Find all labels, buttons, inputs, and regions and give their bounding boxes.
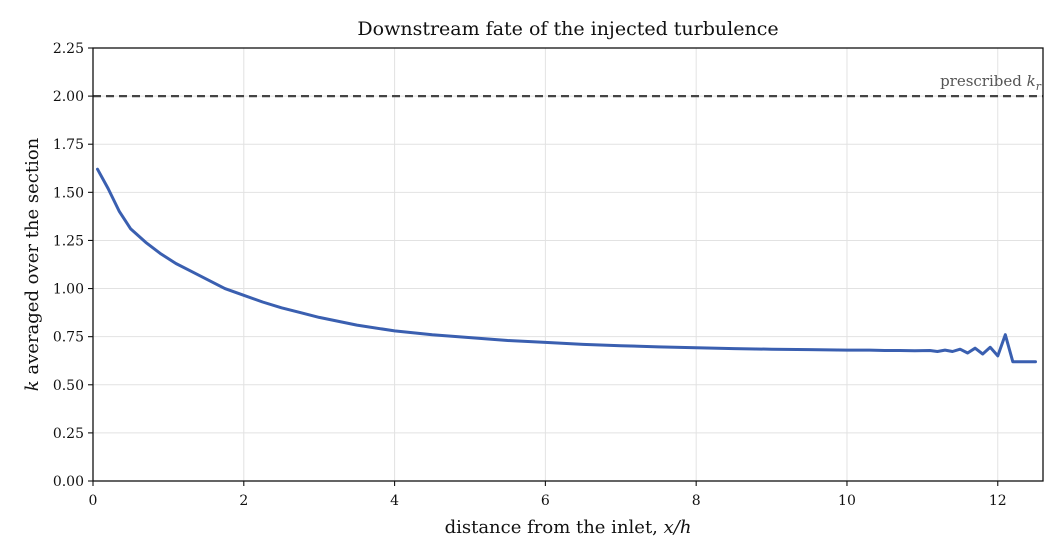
y-tick-label: 1.75 <box>53 137 84 153</box>
x-tick-label: 10 <box>838 493 856 509</box>
x-tick-label: 12 <box>989 493 1007 509</box>
series-group <box>96 167 1037 364</box>
chart-title: Downstream fate of the injected turbulen… <box>357 18 778 40</box>
grid <box>92 47 1043 482</box>
y-tick-label: 2.00 <box>53 89 84 105</box>
x-tick-label: 6 <box>541 493 550 509</box>
x-axis-label-text: distance from the inlet, <box>445 517 664 538</box>
plot-frame <box>92 47 1044 482</box>
y-tick-label: 0.25 <box>53 426 84 442</box>
reference-line-label: prescribed kr <box>940 72 1042 93</box>
axis-ticks: 0 2 4 6 8 10 12 0.00 0.25 0.50 0.75 1.00 1.25 1.50 1.7… <box>53 41 1007 509</box>
y-tick-label: 2.25 <box>53 41 84 57</box>
x-axis-label: distance from the inlet, x/h <box>445 517 692 538</box>
x-tick-label: 0 <box>89 493 98 509</box>
y-axis-label: k averaged over the section <box>22 137 43 391</box>
x-axis-label-math: x/h <box>664 517 692 538</box>
reference-label-math: k <box>1027 72 1036 90</box>
x-tick-label: 2 <box>239 493 248 509</box>
y-tick-label: 0.75 <box>53 330 84 346</box>
series-line <box>96 167 1037 364</box>
y-tick-label: 0.50 <box>53 378 84 394</box>
y-tick-label: 1.25 <box>53 233 84 249</box>
reference-label-subscript: r <box>1036 80 1042 93</box>
y-axis-label-math: k <box>22 380 43 391</box>
y-tick-label: 1.00 <box>53 282 84 298</box>
y-tick-label: 1.50 <box>53 185 84 201</box>
y-axis-label-text: averaged over the section <box>22 137 43 380</box>
reference-label-text: prescribed <box>940 72 1027 90</box>
x-tick-label: 8 <box>692 493 701 509</box>
y-tick-label: 0.00 <box>53 474 84 490</box>
x-tick-label: 4 <box>390 493 399 509</box>
